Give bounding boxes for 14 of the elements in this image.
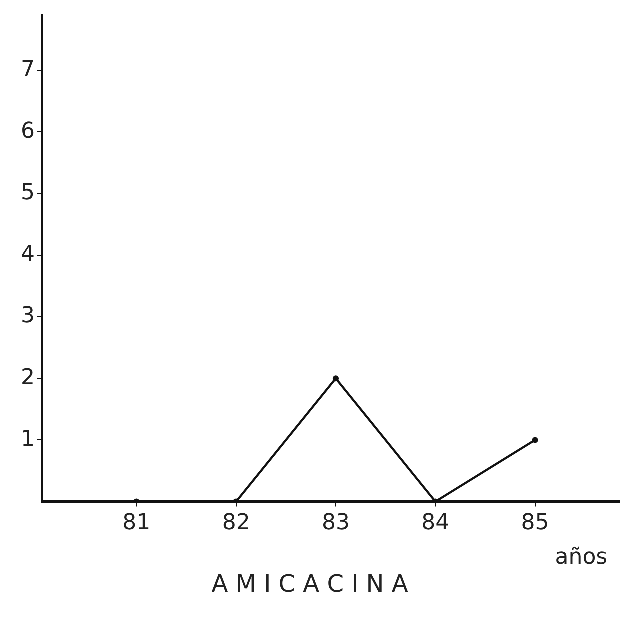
x-axis-title: años [555, 544, 608, 570]
y-tick-label: 2 [21, 365, 35, 390]
y-tick-label: 4 [21, 242, 35, 268]
y-tick-label: 1 [21, 426, 35, 452]
x-tick-label: 85 [521, 510, 550, 536]
y-tick-label: 6 [21, 118, 35, 144]
x-tick-label: 82 [222, 510, 250, 536]
x-tick-label: 84 [422, 510, 450, 536]
text: A M I C A C I N A [212, 570, 409, 598]
y-tick-label: 7 [21, 57, 35, 82]
x-tick-label: 81 [122, 510, 151, 536]
y-tick-label: 5 [21, 180, 35, 206]
y-tick-label: 3 [21, 304, 35, 329]
x-tick-label: 83 [322, 510, 350, 536]
